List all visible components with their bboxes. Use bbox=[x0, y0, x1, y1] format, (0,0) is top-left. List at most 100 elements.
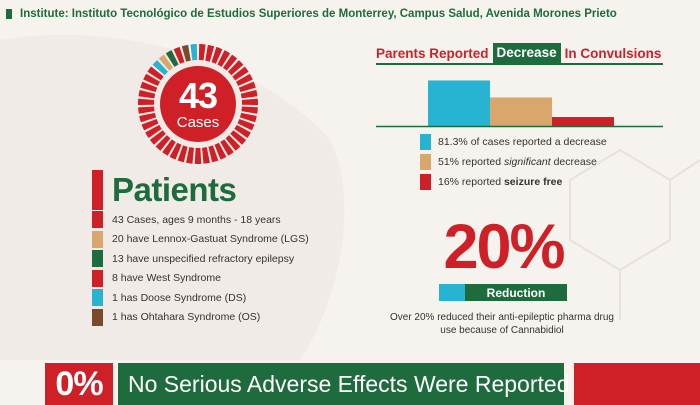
cases-label: Cases bbox=[176, 114, 220, 131]
patient-item: 20 have Lennox-Gastuat Syndrome (LGS) bbox=[92, 230, 342, 249]
ring-segment bbox=[145, 124, 162, 138]
patient-item-text: 13 have unspecified refractory epilepsy bbox=[112, 252, 295, 265]
header-marker-icon bbox=[6, 9, 12, 19]
ring-segment bbox=[211, 46, 223, 64]
ring-segments bbox=[138, 44, 258, 164]
reduction-label: Reduction bbox=[465, 284, 567, 301]
ring-segment bbox=[217, 50, 231, 67]
legend-item: 16% reported seizure free bbox=[420, 173, 680, 191]
patient-item-text: 20 have Lennox-Gastuat Syndrome (LGS) bbox=[112, 233, 309, 245]
ring-segment bbox=[140, 81, 158, 93]
adverse-effects-message: No Serious Adverse Effects Were Reported bbox=[118, 363, 569, 405]
legend-swatch bbox=[420, 134, 431, 150]
ring-segment bbox=[202, 147, 210, 164]
patient-item: 13 have unspecified refractory epilepsy bbox=[92, 249, 342, 268]
patient-item-swatch bbox=[92, 308, 103, 326]
ring-segment bbox=[239, 112, 257, 123]
institute-header: Institute: Instituto Tecnológico de Estu… bbox=[6, 6, 694, 22]
ring-segment bbox=[194, 147, 202, 164]
ring-segment bbox=[225, 135, 241, 151]
bar-decrease bbox=[428, 80, 490, 126]
reduction-percent: 20% bbox=[443, 212, 565, 282]
ring-segment bbox=[227, 60, 244, 76]
legend-item: 51% reported significant decrease bbox=[420, 153, 680, 171]
ring-segment bbox=[240, 89, 258, 99]
patient-item-text: 8 have West Syndrome bbox=[112, 272, 221, 284]
patient-item: 43 Cases, ages 9 months - 18 years bbox=[92, 210, 342, 229]
convulsions-title-after: In Convulsions bbox=[564, 45, 662, 61]
reduction-banner: Reduction bbox=[439, 284, 567, 301]
patient-item-swatch bbox=[92, 211, 103, 228]
ring-segment bbox=[186, 147, 194, 164]
ring-segment bbox=[235, 73, 253, 87]
patient-item-swatch bbox=[92, 230, 103, 248]
ring-segment bbox=[241, 98, 258, 106]
ring-segment bbox=[232, 66, 249, 81]
ring-segment bbox=[138, 106, 155, 114]
reduction-note: Over 20% reduced their anti-epileptic ph… bbox=[389, 312, 614, 336]
ring-segment bbox=[143, 73, 161, 87]
patient-item-swatch bbox=[92, 289, 103, 306]
ring-segment bbox=[155, 135, 171, 151]
ring-segment bbox=[162, 139, 176, 156]
ring-segment bbox=[141, 119, 159, 131]
ring-segment bbox=[241, 106, 258, 114]
convulsions-title-highlight: Decrease bbox=[492, 43, 561, 63]
convulsions-bar-chart bbox=[376, 80, 663, 128]
footer-banner: 0% No Serious Adverse Effects Were Repor… bbox=[0, 363, 700, 405]
bar-seizure-free bbox=[552, 117, 614, 126]
legend-text: 81.3% of cases reported a decrease bbox=[438, 136, 607, 148]
patient-item-swatch bbox=[92, 269, 103, 287]
reduction-banner-accent bbox=[439, 284, 465, 301]
legend-swatch bbox=[420, 154, 431, 170]
legend-strong: seizure free bbox=[503, 176, 563, 188]
ring-segment bbox=[190, 44, 198, 61]
convulsions-title-before: Parents Reported bbox=[376, 45, 489, 61]
patient-item: 8 have West Syndrome bbox=[92, 269, 342, 288]
ring-segment bbox=[158, 54, 174, 71]
ring-segment bbox=[138, 98, 155, 106]
ring-segment bbox=[230, 130, 247, 145]
ring-segment bbox=[149, 130, 166, 145]
ring-segment bbox=[165, 50, 179, 67]
ring-segment bbox=[177, 145, 188, 163]
cases-ring: 43 Cases bbox=[136, 42, 260, 166]
ring-segment bbox=[220, 139, 234, 156]
legend-text: 16% reported seizure free bbox=[438, 176, 563, 188]
legend-item: 81.3% of cases reported a decrease bbox=[420, 133, 680, 151]
ring-segment bbox=[205, 44, 215, 62]
ring-segment bbox=[198, 44, 206, 61]
legend-swatch bbox=[420, 174, 431, 190]
ring-segment bbox=[138, 89, 156, 99]
ring-segment bbox=[147, 66, 164, 81]
ring-segment bbox=[181, 44, 191, 62]
patient-list: 43 Cases, ages 9 months - 18 years 20 hav… bbox=[92, 210, 342, 327]
patient-item: 1 has Ohtahara Syndrome (OS) bbox=[92, 308, 342, 327]
ring-segment bbox=[234, 124, 251, 138]
convulsions-title-underline bbox=[376, 63, 663, 65]
patient-item-text: 1 has Doose Syndrome (DS) bbox=[112, 291, 247, 304]
bar-significant-decrease bbox=[490, 97, 552, 126]
adverse-effects-percent: 0% bbox=[45, 363, 113, 405]
patient-item: 1 has Doose Syndrome (DS) bbox=[92, 288, 342, 307]
convulsions-title: Parents Reported Decrease In Convulsions bbox=[376, 43, 661, 63]
ring-segment bbox=[214, 142, 227, 160]
ring-segment bbox=[152, 60, 169, 76]
ring-segment bbox=[237, 119, 255, 131]
patient-item-swatch bbox=[92, 250, 103, 267]
patients-title-marker bbox=[92, 170, 103, 210]
ring-segment bbox=[208, 145, 219, 163]
ring-segment bbox=[173, 46, 185, 64]
patient-item-text: 1 has Ohtahara Syndrome (OS) bbox=[112, 311, 261, 323]
patients-title: Patients bbox=[112, 171, 237, 208]
ring-segment bbox=[238, 81, 256, 93]
cases-count: 43 bbox=[178, 75, 218, 116]
ring-segment bbox=[139, 112, 157, 123]
legend-text: 51% reported significant decrease bbox=[438, 156, 597, 168]
cases-circle: 43 Cases bbox=[160, 66, 236, 142]
convulsions-legend: 81.3% of cases reported a decrease 51% re… bbox=[420, 133, 680, 193]
institute-text: Institute: Instituto Tecnológico de Estu… bbox=[20, 8, 617, 20]
ring-segment bbox=[169, 142, 182, 160]
legend-emphasis: significant bbox=[503, 156, 551, 168]
ring-segment bbox=[222, 54, 238, 71]
